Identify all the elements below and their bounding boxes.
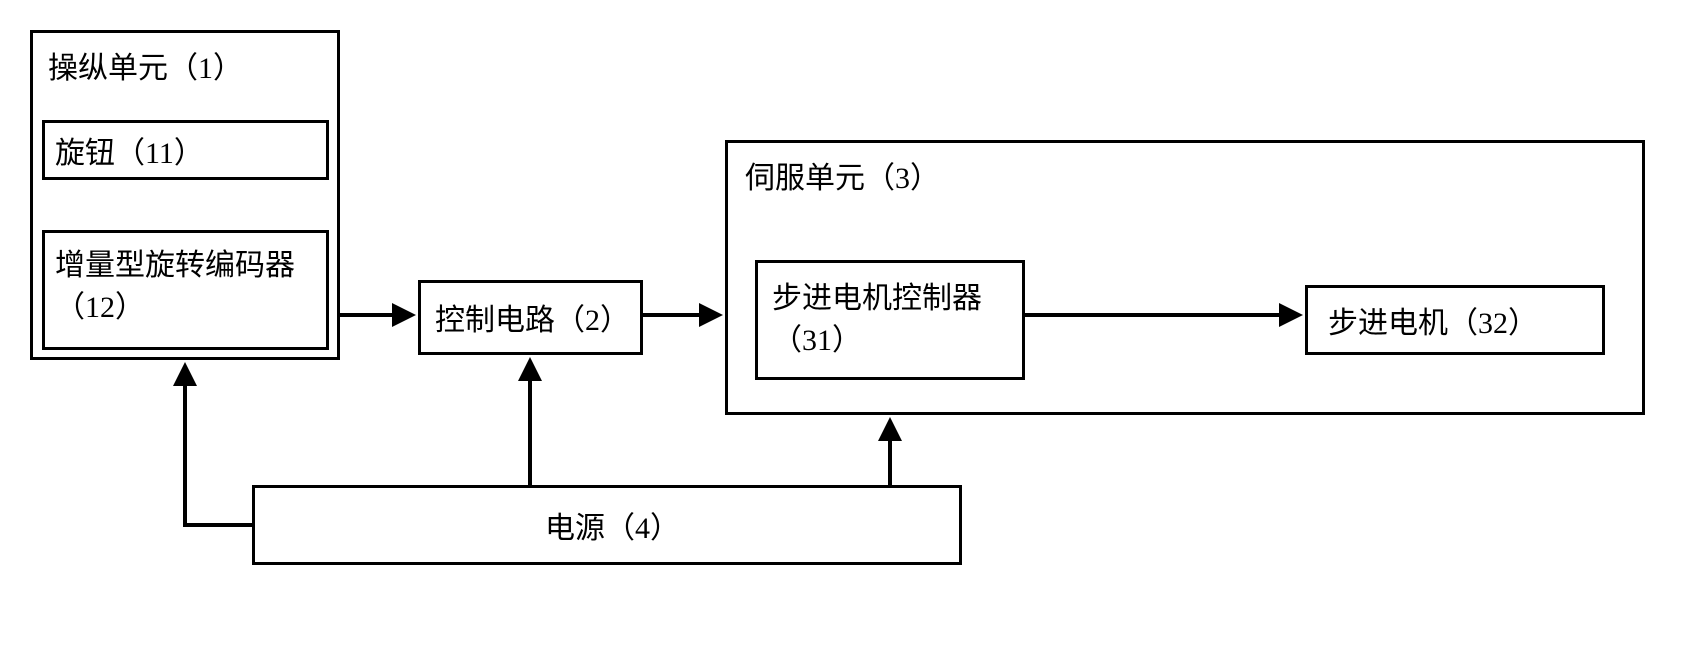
stepper-controller-label: 步进电机控制器（31） <box>772 278 1012 362</box>
servo-unit-label: 伺服单元（3） <box>745 158 940 200</box>
encoder-label: 增量型旋转编码器（12） <box>55 245 315 329</box>
manipulation-unit-label: 操纵单元（1） <box>48 48 243 90</box>
control-circuit-label: 控制电路（2） <box>435 300 630 342</box>
stepper-motor-label: 步进电机（32） <box>1328 303 1538 345</box>
knob-label: 旋钮（11） <box>55 133 204 175</box>
power-label: 电源（4） <box>545 508 680 550</box>
arrow-power-to-manip <box>185 366 252 525</box>
